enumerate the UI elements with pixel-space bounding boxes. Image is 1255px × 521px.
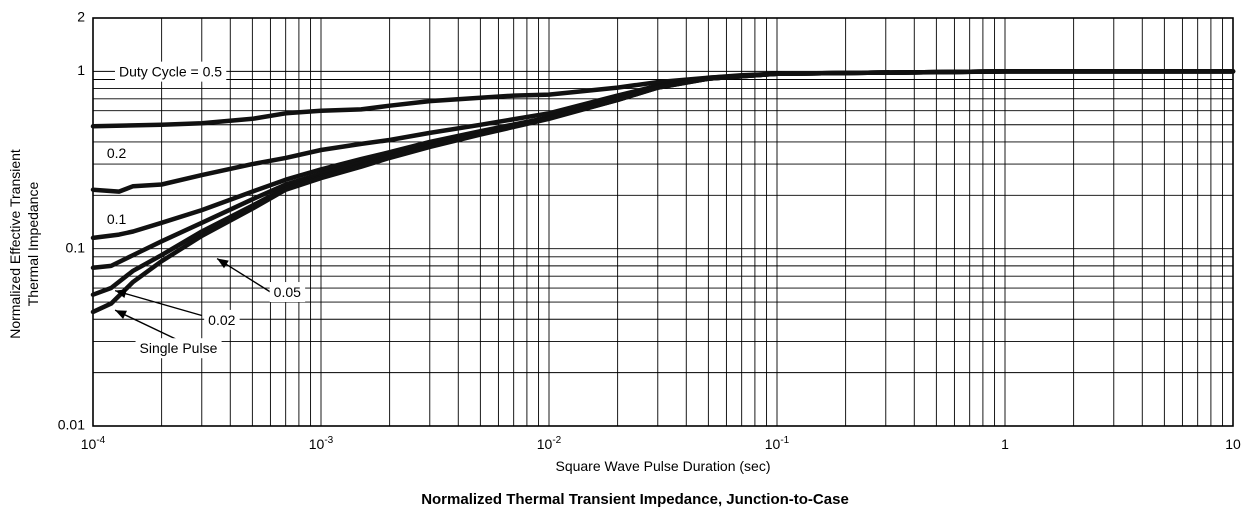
series-line-5: [90, 69, 1236, 315]
x-tick-label: 10-1: [765, 435, 790, 452]
series-label-bg: [102, 208, 131, 229]
series-label-bg: [114, 61, 227, 82]
y-tick-label: 0.01: [58, 417, 85, 433]
x-axis-label: Square Wave Pulse Duration (sec): [555, 458, 770, 474]
series-label-text: Duty Cycle = 0.5: [119, 64, 222, 80]
x-tick-label: 10-2: [537, 435, 562, 452]
series-line-1: [90, 69, 1236, 194]
series-label-4: 0.02: [204, 309, 240, 330]
y-axis-label-line1: Normalized Effective Transient: [7, 149, 23, 339]
series-label-text: 0.2: [107, 145, 127, 161]
chart-title: Normalized Thermal Transient Impedance, …: [421, 491, 849, 508]
arrow-head-2: [115, 310, 127, 319]
series-label-text: 0.02: [208, 312, 235, 328]
series-line-3: [90, 69, 1236, 271]
series-label-bg: [204, 309, 240, 330]
y-tick-label: 1: [77, 62, 85, 78]
series-label-bg: [135, 338, 222, 359]
annotation-arrows: [114, 257, 271, 340]
y-axis-label-line2: Thermal Impedance: [25, 182, 41, 307]
series-layer: [90, 69, 1236, 315]
series-label-text: 0.05: [274, 284, 301, 300]
series-label-2: 0.1: [102, 208, 131, 229]
series-label-5: Single Pulse: [135, 338, 222, 359]
y-tick-label: 0.1: [66, 239, 86, 255]
x-tick-label: 10-4: [81, 435, 106, 452]
grid-lines: [93, 18, 1233, 426]
x-tick-labels: 10-4 10-3 10-2 10-1 1 10: [81, 435, 1241, 452]
arrow-line-2: [114, 309, 176, 340]
series-label-bg: [102, 143, 131, 164]
series-label-0: Duty Cycle = 0.5: [114, 61, 227, 82]
arrow-head-0: [217, 258, 229, 269]
y-tick-label: 2: [77, 9, 85, 25]
arrow-line-1: [114, 289, 202, 317]
series-label-1: 0.2: [102, 143, 131, 164]
annotation-labels: Duty Cycle = 0.5 0.2 0.1 0.05 0.02 Single Pul…: [102, 61, 306, 359]
series-label-text: Single Pulse: [140, 340, 218, 356]
series-label-bg: [269, 282, 306, 303]
x-tick-label: 10: [1225, 436, 1241, 452]
x-tick-label: 10-3: [309, 435, 334, 452]
series-line-2: [90, 69, 1236, 241]
series-line-4: [90, 69, 1236, 297]
plot-frame: [92, 17, 1234, 427]
series-label-3: 0.05: [269, 282, 306, 303]
y-tick-labels: 0.01 0.1 1 2: [58, 9, 85, 433]
arrow-head-1: [115, 289, 127, 298]
series-label-text: 0.1: [107, 211, 127, 227]
x-tick-label: 1: [1001, 436, 1009, 452]
